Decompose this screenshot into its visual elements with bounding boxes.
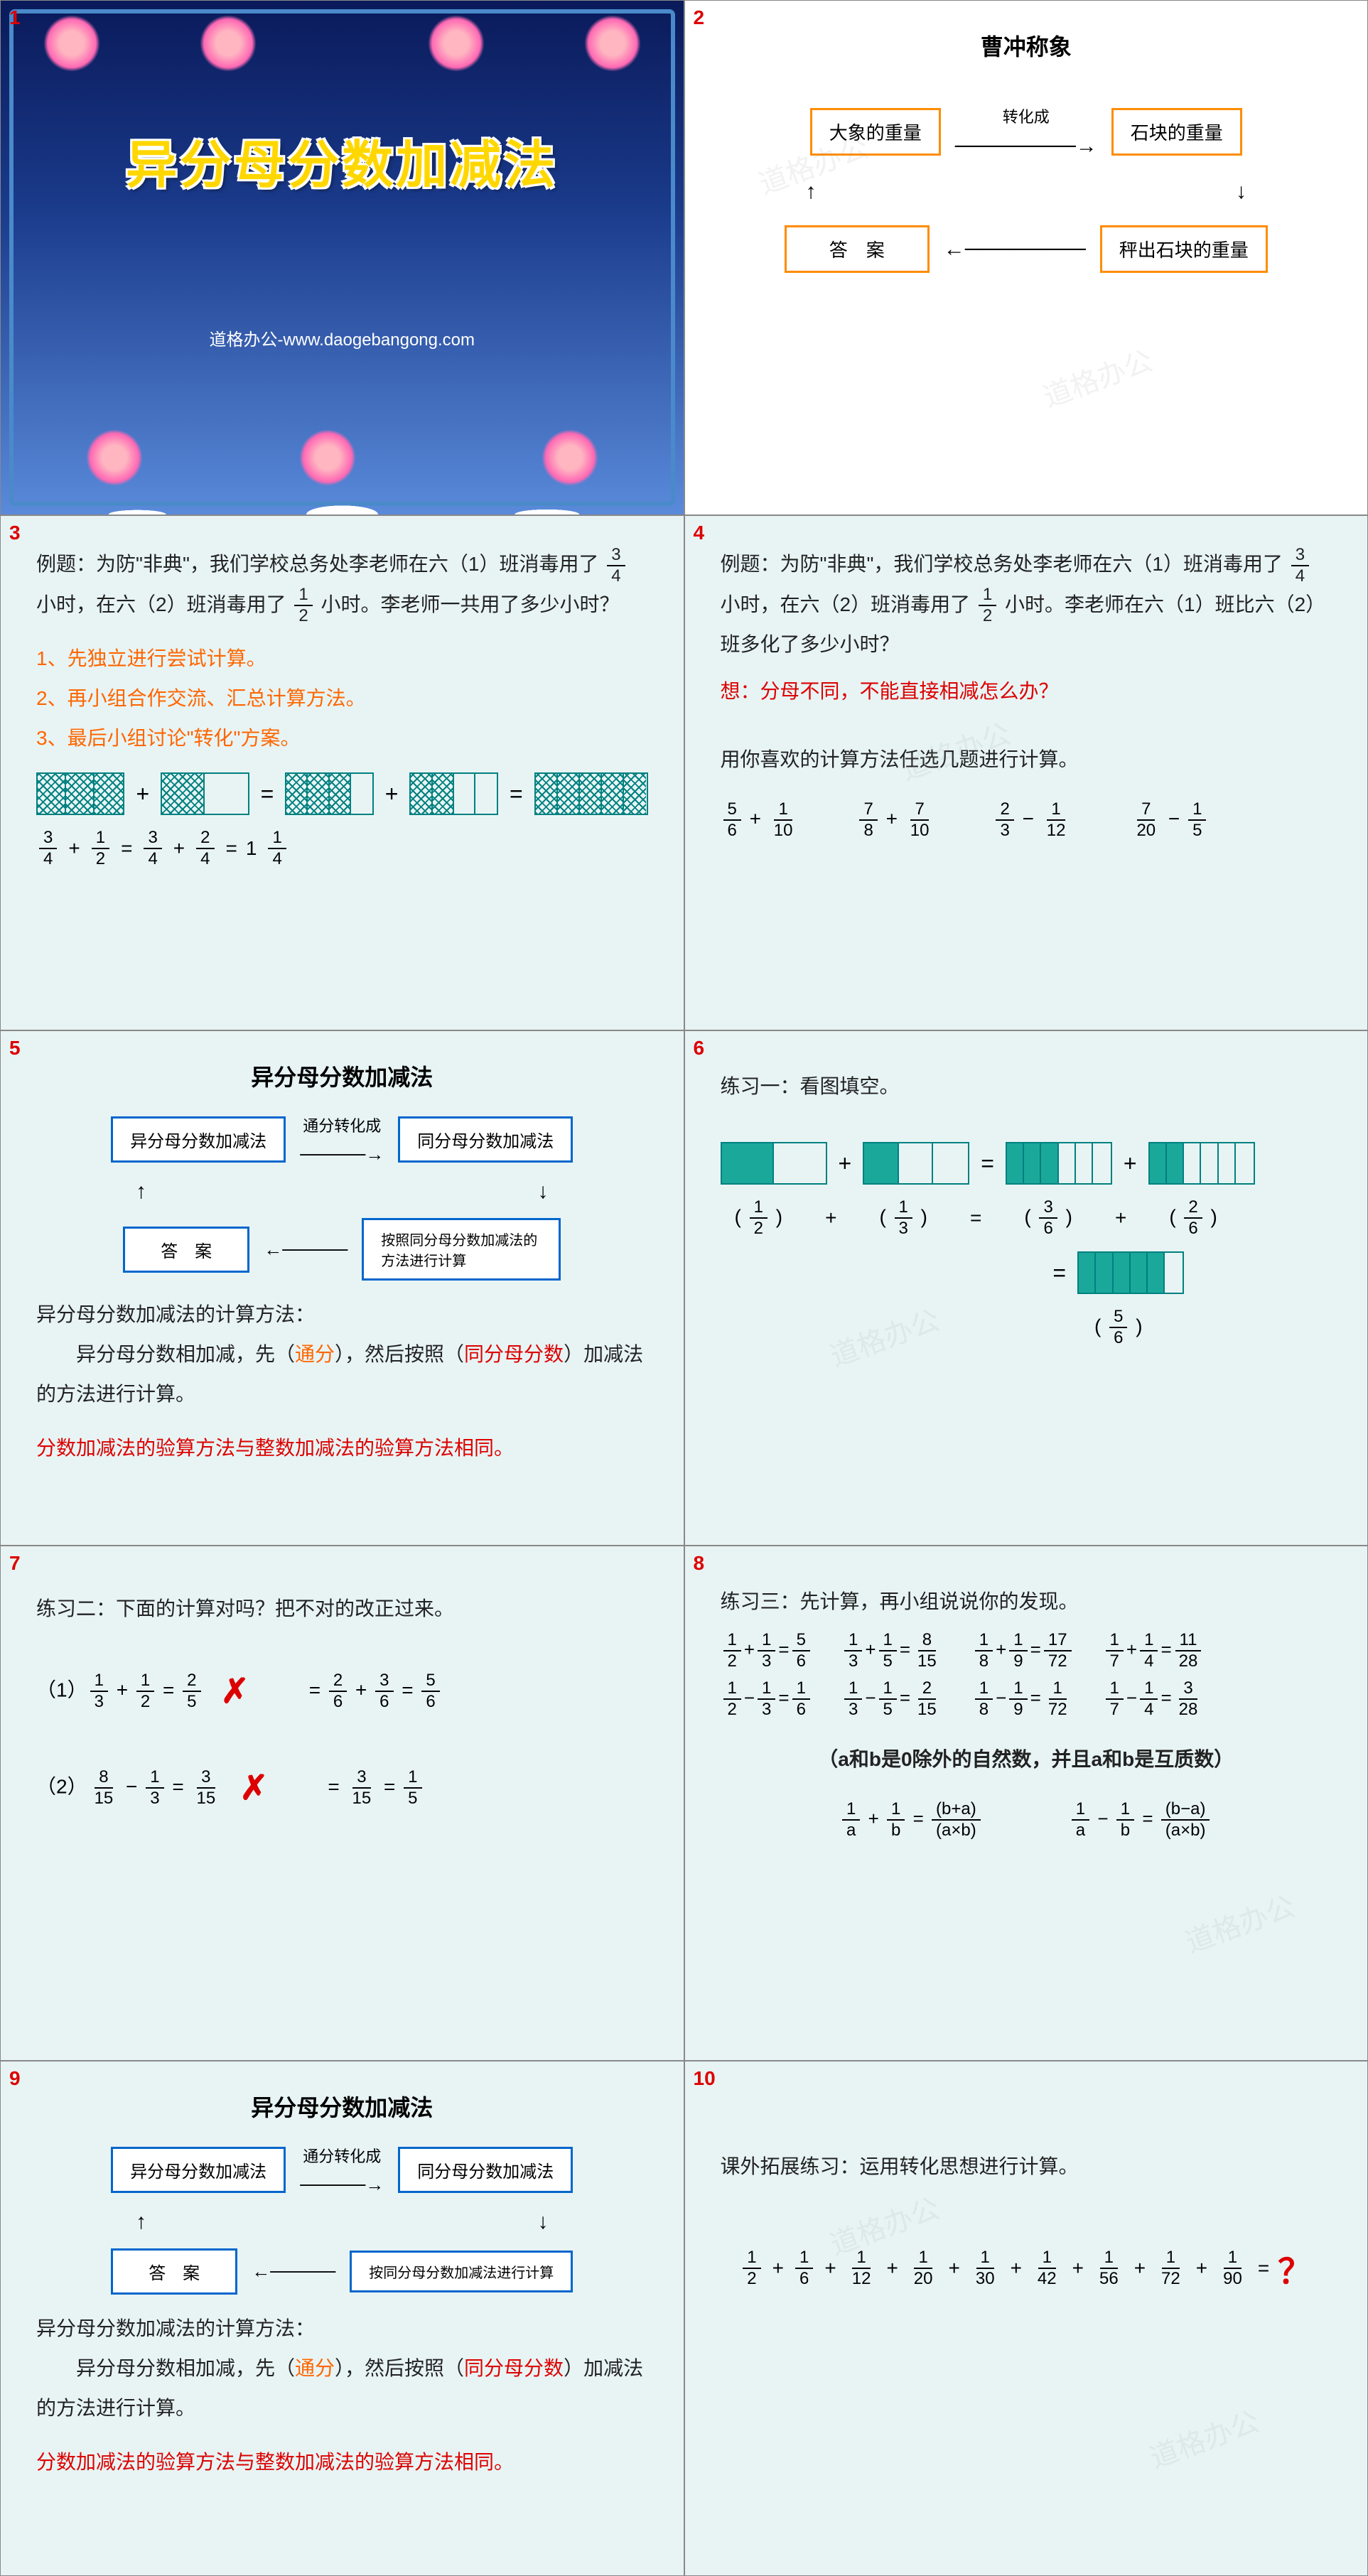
slide-10: 10 课外拓展练习：运用转化思想进行计算。 12+ 16+ 112+ 120+ …	[684, 2061, 1368, 2576]
slide-5: 5 异分母分数加减法 异分母分数加减法 通分转化成─────→ 同分母分数加减法…	[0, 1030, 684, 1546]
deco-icon	[200, 15, 257, 72]
note-text: （a和b是0除外的自然数，并且a和b是互质数）	[721, 1740, 1332, 1779]
cross-icon: ✗	[239, 1768, 268, 1808]
slide-number: 1	[9, 6, 21, 29]
equation: 34 + 12 = 34 + 24 = 114	[36, 829, 648, 868]
slide-9: 9 异分母分数加减法 异分母分数加减法 通分转化成─────→ 同分母分数加减法…	[0, 2061, 684, 2576]
slide-title: 练习三：先计算，再小组说说你的发现。	[721, 1582, 1332, 1622]
note-text: 分数加减法的验算方法与整数加减法的验算方法相同。	[36, 2442, 648, 2482]
slide-title: 异分母分数加减法	[36, 1060, 648, 1092]
flow-row-2: 答 案 ←───── 按照同分母分数加减法的方法进行计算	[36, 1218, 648, 1281]
slides-grid: 1 异分母分数加减法 道格办公-www.daogebangong.com 2 曹…	[0, 0, 1368, 2576]
practice-row-2: 12−13=16 13−15=215 18−19=172 17−14=328	[721, 1680, 1332, 1718]
slide-number: 7	[9, 1552, 21, 1575]
flow-box: 秤出石块的重量	[1100, 225, 1268, 273]
slide-title: 课外拓展练习：运用转化思想进行计算。	[721, 2147, 1332, 2187]
flow-arrow: 转化成 ────────→	[955, 104, 1097, 158]
flow-box: 同分母分数加减法	[398, 1116, 573, 1163]
problem-1: （1）13 + 12 = 25 ✗ = 26 + 36 = 56	[36, 1671, 648, 1711]
slide-title: 练习一：看图填空。	[721, 1067, 1332, 1106]
flow-row-1: 大象的重量 转化成 ────────→ 石块的重量	[721, 104, 1332, 158]
think-text: 想：分母不同，不能直接相减怎么办？	[721, 672, 1332, 711]
practice-row-1: 12+13=56 13+15=815 18+19=1772 17+14=1128	[721, 1632, 1332, 1670]
instruction: 用你喜欢的计算方法任选几题进行计算。	[721, 740, 1332, 780]
bar-diagram: + = + =	[36, 772, 648, 815]
cross-icon: ✗	[221, 1671, 249, 1711]
watermark: 道格办公	[1036, 338, 1157, 415]
bar-diagram-row2: =	[905, 1251, 1332, 1294]
flow-row-1: 异分母分数加减法 通分转化成─────→ 同分母分数加减法	[36, 1114, 648, 1165]
flow-box: 石块的重量	[1111, 108, 1242, 156]
slide-number: 6	[694, 1037, 705, 1060]
slide-number: 5	[9, 1037, 21, 1060]
step-3: 3、最后小组讨论"转化"方案。	[36, 718, 648, 758]
slide-4: 4 例题：为防"非典"，我们学校总务处李老师在六（1）班消毒用了 34 小时，在…	[684, 515, 1368, 1030]
flow-box: 异分母分数加减法	[111, 2147, 286, 2193]
practice-problems: 56 + 110 78 + 710 23 − 112 720 − 15	[721, 801, 1332, 839]
deco-icon	[542, 429, 598, 486]
slide-7: 7 练习二：下面的计算对吗？把不对的改正过来。 （1）13 + 12 = 25 …	[0, 1546, 684, 2061]
slide-number: 3	[9, 522, 21, 544]
bar-diagram-row1: + = +	[721, 1142, 1332, 1185]
slide-title: 曹冲称象	[721, 29, 1332, 62]
deco-icon	[428, 15, 485, 72]
method-text: 异分母分数相加减，先（通分），然后按照（同分母分数）加减法的方法进行计算。	[36, 2349, 648, 2428]
slide-number: 8	[694, 1552, 705, 1575]
slide-3: 3 例题：为防"非典"，我们学校总务处李老师在六（1）班消毒用了 34 小时，在…	[0, 515, 684, 1030]
slide-6: 6 练习一：看图填空。 + = + ( 12 ) + ( 13 ) = ( 36…	[684, 1030, 1368, 1546]
flow-row-1: 异分母分数加减法 通分转化成─────→ 同分母分数加减法	[36, 2144, 648, 2196]
flow-box: 答 案	[785, 225, 930, 273]
watermark: 道格办公	[1179, 1883, 1300, 1961]
problem-2: （2）815 − 13 = 315 ✗ = 315 = 15	[36, 1768, 648, 1808]
deco-icon	[86, 429, 143, 486]
deco-icon	[584, 15, 641, 72]
extension-problem: 12+ 16+ 112+ 120+ 130+ 142+ 156+ 172+ 19…	[721, 2243, 1332, 2293]
method-text: 异分母分数相加减，先（通分），然后按照（同分母分数）加减法的方法进行计算。	[36, 1335, 648, 1414]
slide-title: 异分母分数加减法	[36, 2090, 648, 2123]
slide-number: 2	[694, 6, 705, 29]
deco-icon	[43, 15, 100, 72]
step-2: 2、再小组合作交流、汇总计算方法。	[36, 679, 648, 718]
method-label: 异分母分数加减法的计算方法：	[36, 2309, 648, 2349]
slide-1: 1 异分母分数加减法 道格办公-www.daogebangong.com	[0, 0, 684, 515]
flow-box: 同分母分数加减法	[398, 2147, 573, 2193]
slide-2: 2 曹冲称象 大象的重量 转化成 ────────→ 石块的重量 ↑ ↓ 答 案…	[684, 0, 1368, 515]
flow-box: 大象的重量	[810, 108, 941, 156]
watermark: 道格办公	[1143, 2398, 1264, 2476]
flow-row-2: 答 案 ←───── 按同分母分数加减法进行计算	[36, 2248, 648, 2295]
step-1: 1、先独立进行尝试计算。	[36, 639, 648, 679]
flow-box: 按照同分母分数加减法的方法进行计算	[362, 1218, 561, 1281]
general-formulas: 1a + 1b = (b+a)(a×b) 1a − 1b = (b−a)(a×b…	[721, 1801, 1332, 1839]
slide-title: 练习二：下面的计算对吗？把不对的改正过来。	[36, 1589, 648, 1629]
flow-box: 答 案	[123, 1227, 249, 1273]
flow-row-2: 答 案 ←──────── 秤出石块的重量	[721, 225, 1332, 273]
method-label: 异分母分数加减法的计算方法：	[36, 1295, 648, 1335]
slide-8: 8 练习三：先计算，再小组说说你的发现。 12+13=56 13+15=815 …	[684, 1546, 1368, 2061]
flow-box: 答 案	[111, 2248, 237, 2295]
problem-text: 例题：为防"非典"，我们学校总务处李老师在六（1）班消毒用了 34 小时，在六（…	[36, 544, 648, 625]
flow-box: 按同分母分数加减法进行计算	[350, 2251, 573, 2292]
question-mark-icon: ？	[1278, 2243, 1312, 2293]
equation-row2: ( 56 )	[905, 1308, 1332, 1347]
slide-number: 9	[9, 2067, 21, 2090]
note-text: 分数加减法的验算方法与整数加减法的验算方法相同。	[36, 1428, 648, 1468]
problem-text: 例题：为防"非典"，我们学校总务处李老师在六（1）班消毒用了 34 小时，在六（…	[721, 544, 1332, 664]
equation-row1: ( 12 ) + ( 13 ) = ( 36 ) + ( 26 )	[735, 1199, 1332, 1237]
deco-icon	[299, 429, 356, 486]
slide-number: 4	[694, 522, 705, 544]
flow-box: 异分母分数加减法	[111, 1116, 286, 1163]
flow-arrows-v: ↑ ↓	[721, 180, 1332, 204]
slide-number: 10	[694, 2067, 716, 2090]
